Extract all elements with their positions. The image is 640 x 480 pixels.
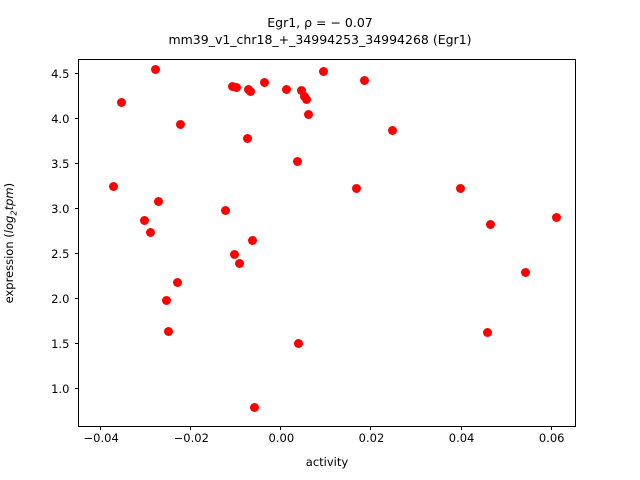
y-axis-tick: 3.5 [51,157,79,171]
scatter-point [173,277,183,287]
x-axis-tick: 0.04 [449,426,474,445]
scatter-point [388,125,398,135]
y-axis-tick-label: 3.0 [51,201,70,216]
y-axis-label-suffix: ) [1,182,16,188]
scatter-point [246,87,256,97]
y-axis-tick-label: 3.5 [51,156,70,171]
y-axis-tick-label: 2.5 [51,246,70,261]
y-axis-tick: 2.5 [51,247,79,261]
y-axis-tick: 2.0 [51,292,79,306]
scatter-point [220,205,230,215]
scatter-point [302,95,311,105]
scatter-point [259,78,269,87]
y-axis-tick: 4.5 [51,67,79,81]
x-axis-tick-label: 0.04 [448,431,475,445]
y-axis-tick: 1.0 [51,382,79,396]
x-axis-tick: 0.02 [359,426,384,445]
scatter-point [319,67,329,77]
x-axis-tick: −0.02 [174,426,209,445]
x-axis-tick-label: 0.00 [268,431,295,445]
scatter-point [292,157,302,167]
scatter-point [520,268,530,278]
y-axis-tick-label: 4.0 [51,111,70,126]
scatter-point [154,196,164,206]
scatter-point [297,86,307,96]
chart-title: Egr1, ρ = − 0.07 mm39_v1_chr18_+_3499425… [0,14,640,48]
scatter-point [117,97,127,107]
y-axis-label-subscript: 2 [8,210,19,216]
scatter-point [175,120,185,130]
scatter-point [146,227,156,237]
x-axis-tick: −0.04 [84,426,119,445]
scatter-point [243,133,253,143]
scatter-point [247,235,257,245]
y-axis-label-prefix: expression ( [1,233,16,304]
y-axis-tick-label: 1.0 [51,381,70,396]
x-axis-tick: 0.06 [539,426,564,445]
y-axis-tick: 4.0 [51,112,79,126]
x-axis-tick-label: −0.02 [173,431,209,445]
scatter-point [109,182,119,192]
chart-title-line-1: Egr1, ρ = − 0.07 [267,15,373,30]
y-axis-tick: 1.5 [51,337,79,351]
y-axis-tick-label: 2.0 [51,291,70,306]
scatter-point [229,250,239,260]
plot-area: 1.0 1.5 2.0 2.5 3.0 3.5 4.0 4.5 −0.04 −0.02 0.00 0.… [51,59,576,445]
data-points-layer [79,60,575,426]
scatter-point [359,76,369,86]
x-axis-tick-label: 0.06 [538,431,565,445]
y-axis-tick: 3.0 [51,202,79,216]
scatter-point [483,328,493,338]
chart-title-line-2: mm39_v1_chr18_+_34994253_34994268 (Egr1) [168,32,472,47]
scatter-point [303,110,313,120]
scatter-point [139,215,149,225]
scatter-point [164,326,174,336]
x-axis-tick: 0.00 [269,426,294,445]
scatter-point [293,339,303,349]
y-axis-tick-label: 1.5 [51,336,70,351]
scatter-point [235,259,245,269]
scatter-point [231,82,241,92]
y-axis-label-italic-tail: tpm [1,187,16,211]
x-axis-tick-label: −0.04 [83,431,119,445]
y-axis-tick-label: 4.5 [51,66,70,81]
scatter-point [162,295,172,305]
scatter-point [485,220,495,230]
y-axis-label: expression (log2tpm) [0,59,20,427]
x-axis-tick-label: 0.02 [358,431,385,445]
scatter-point [551,213,561,223]
scatter-point [282,85,292,95]
scatter-point [150,65,160,75]
x-axis-label: activity [305,455,349,469]
scatter-point [456,184,466,194]
scatter-point [249,403,259,413]
scatter-point [352,184,362,194]
y-axis-label-italic: log [1,215,16,234]
